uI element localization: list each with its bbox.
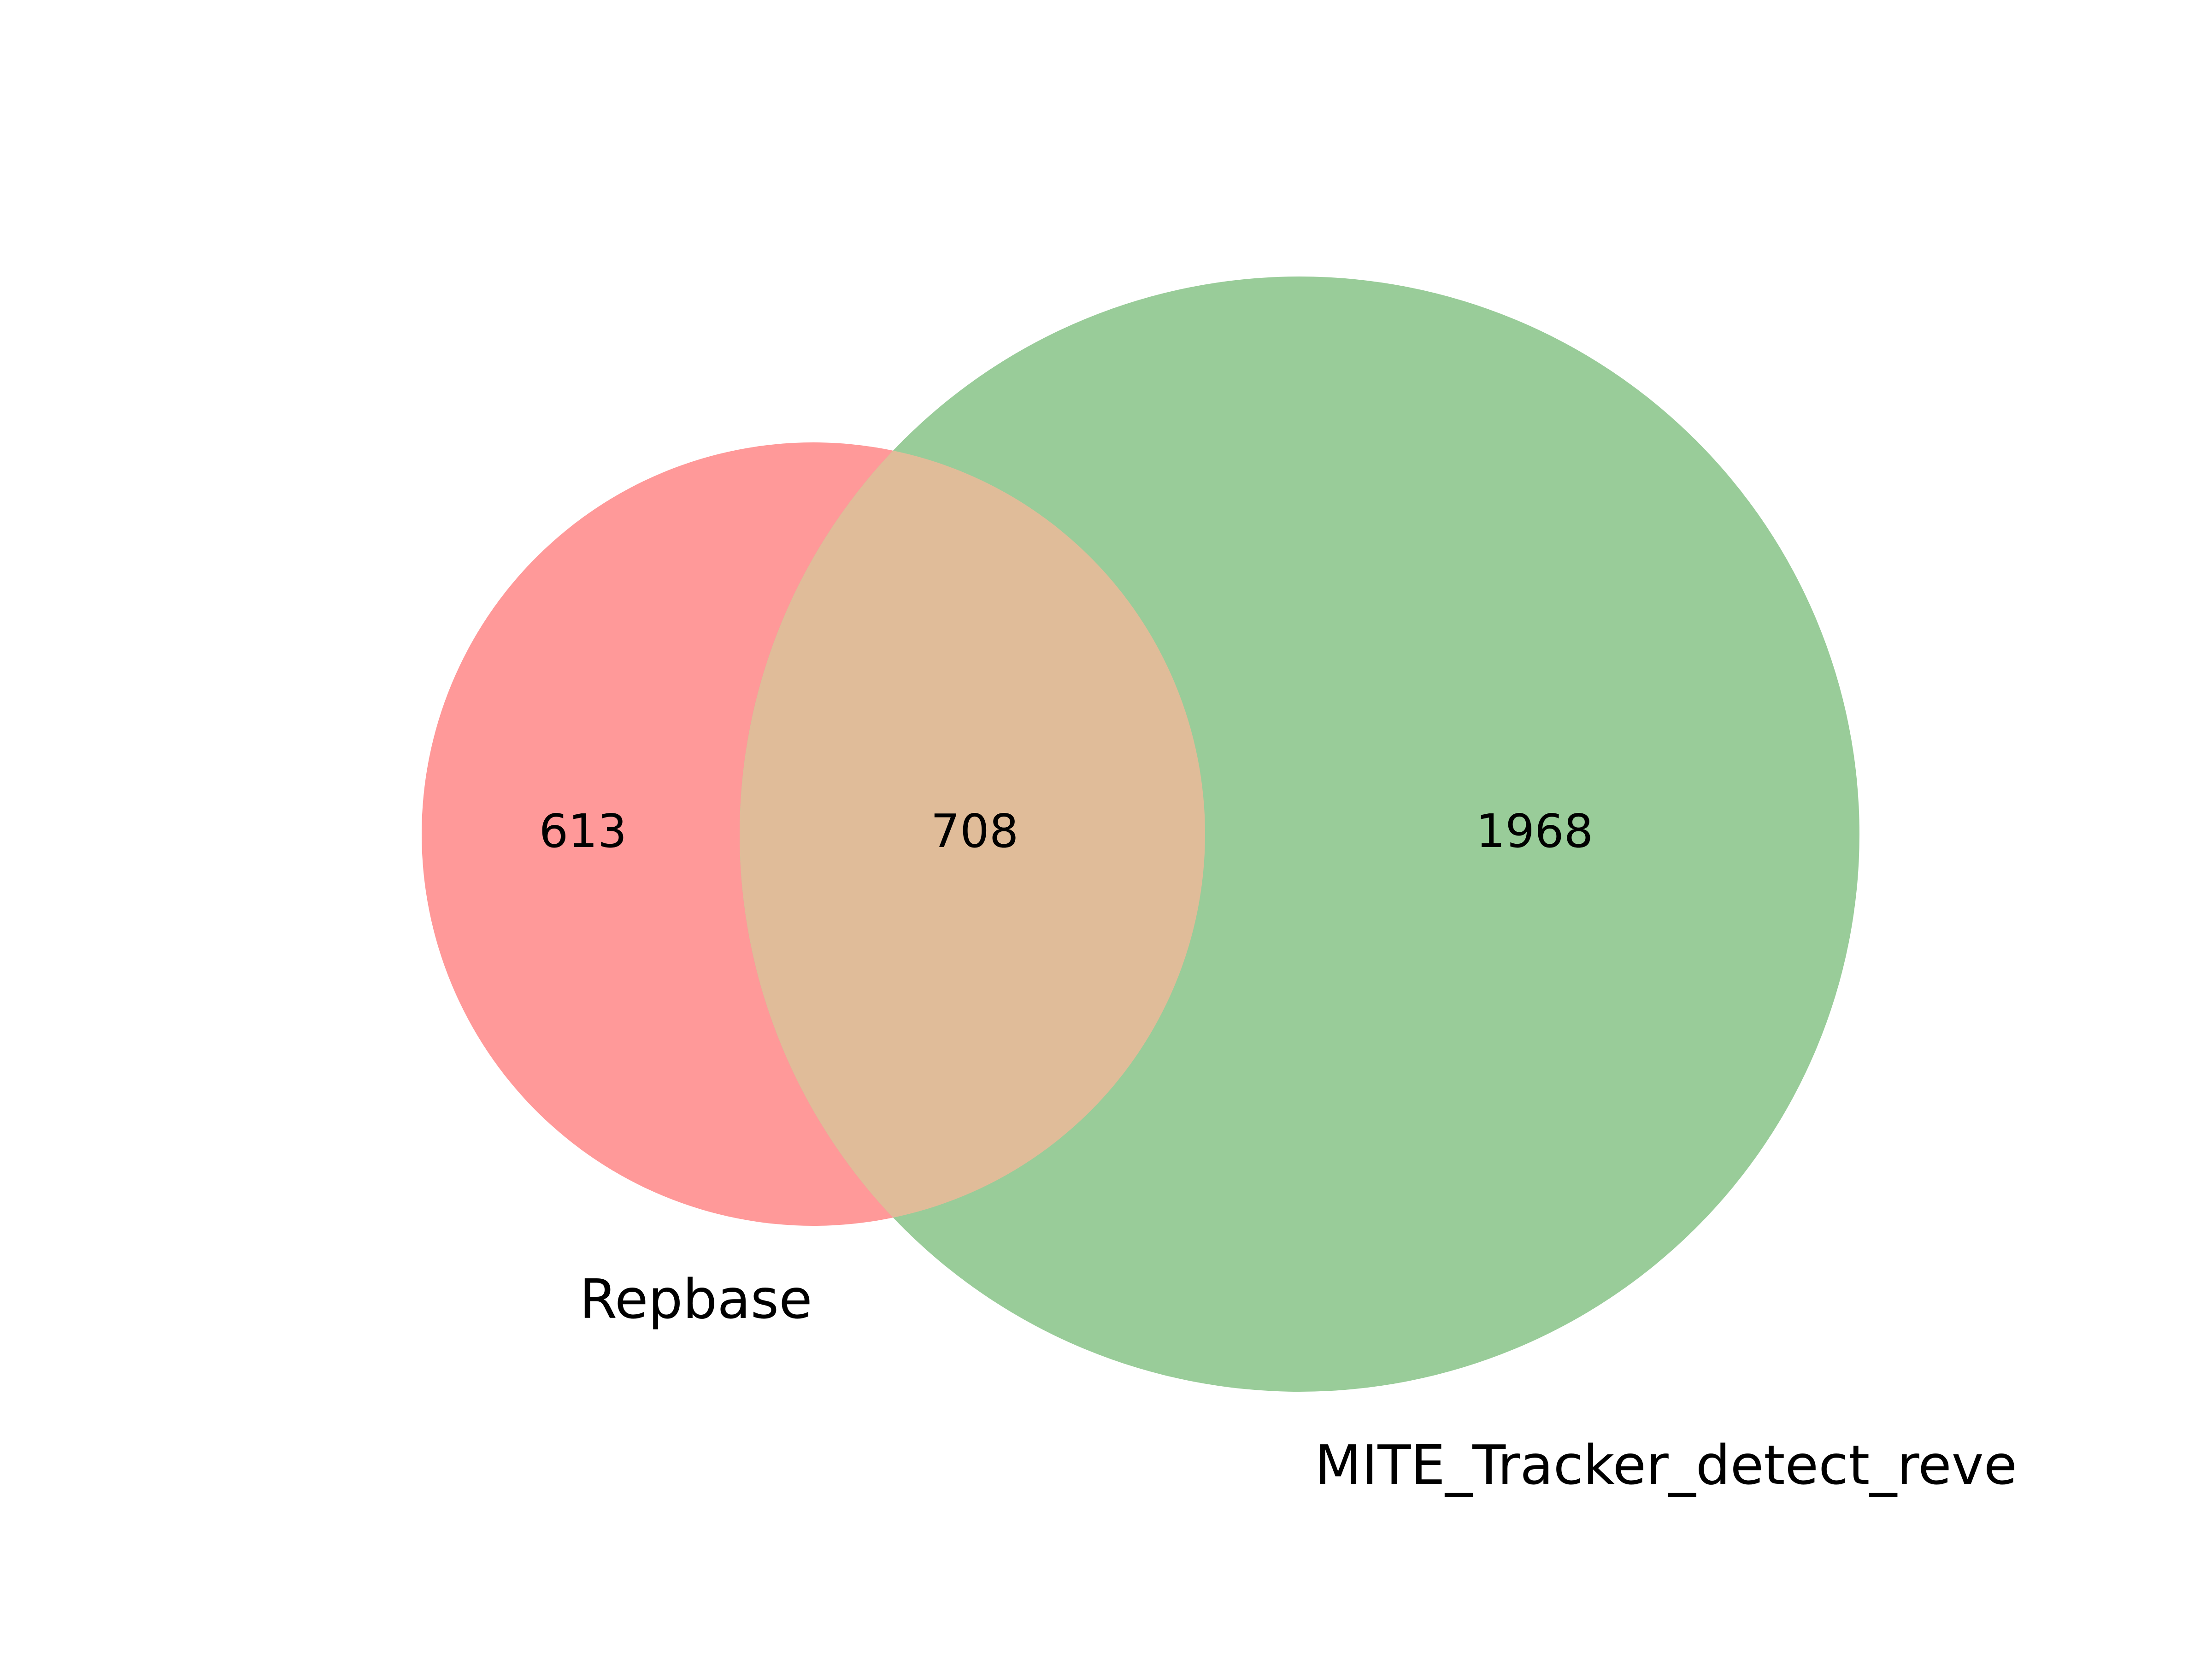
set-b-label: MITE_Tracker_detect_reve (1315, 1433, 2017, 1497)
intersection-region (740, 442, 1205, 1226)
count-a-and-b: 708 (931, 804, 1019, 858)
count-only-a: 613 (539, 804, 627, 858)
set-a-label: Repbase (579, 1267, 812, 1331)
count-only-b: 1968 (1476, 804, 1594, 858)
